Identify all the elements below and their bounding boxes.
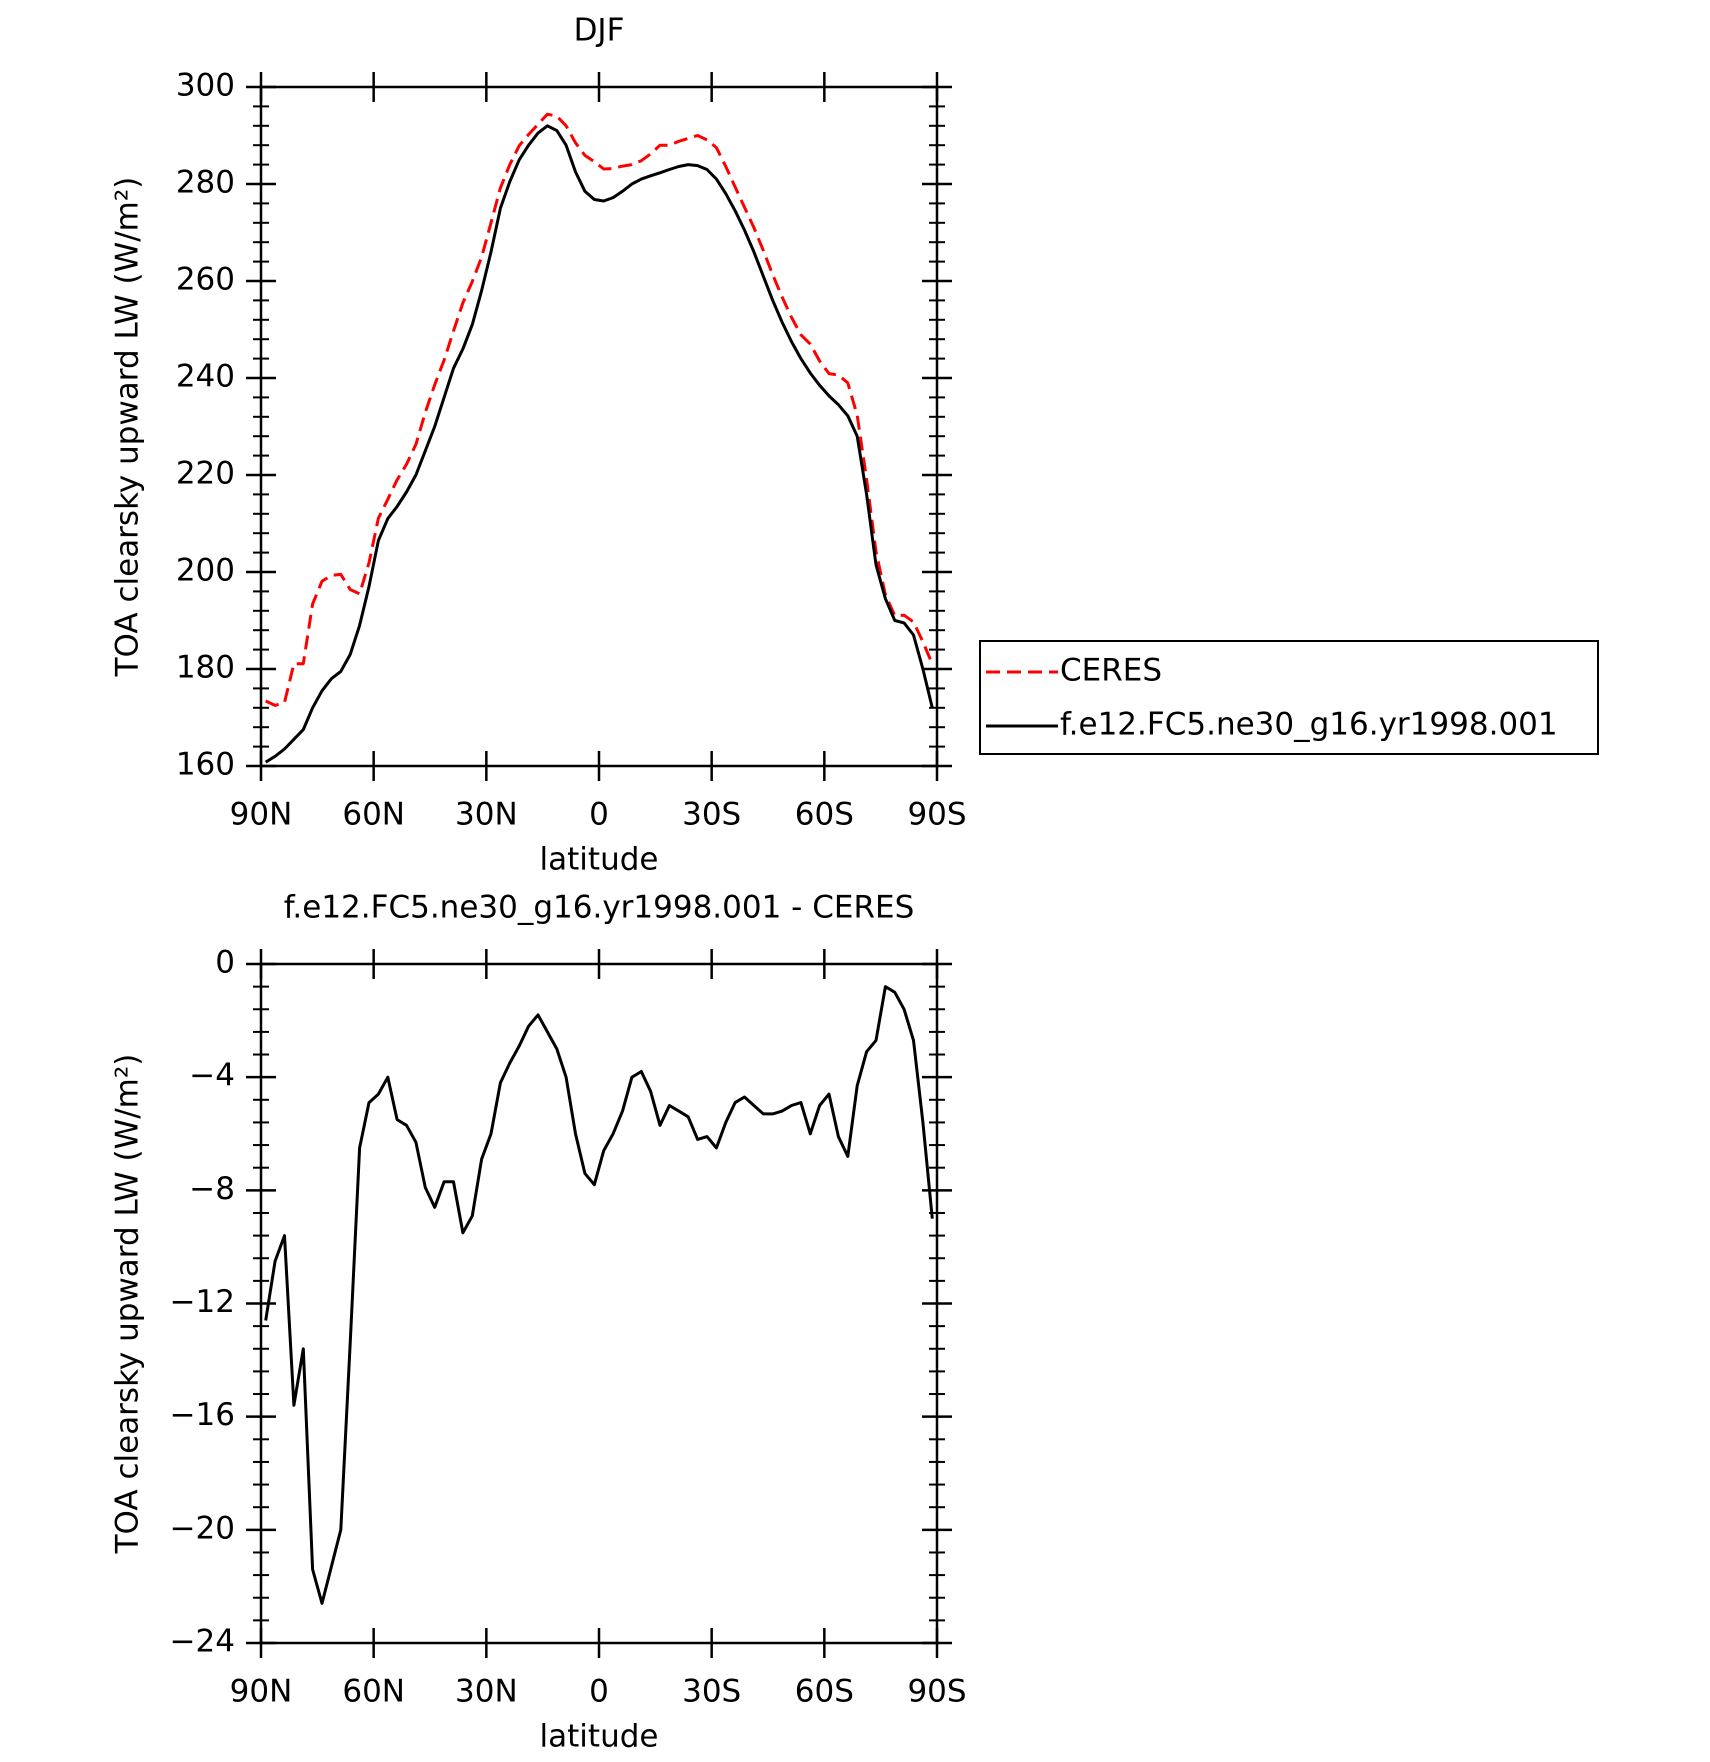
y-tick-label: 260 (176, 262, 235, 298)
x-tick-label: 60S (795, 797, 854, 833)
plot-frame (259, 962, 939, 1645)
legend-label: CERES (1060, 653, 1162, 689)
x-tick-label: 30S (682, 797, 741, 833)
x-tick-label: 60S (795, 1674, 854, 1710)
x-tick-label: 60N (342, 797, 405, 833)
legend-label: f.e12.FC5.ne30_g16.yr1998.001 (1060, 707, 1558, 743)
x-tick-label: 90N (230, 797, 293, 833)
legend-box (979, 640, 1599, 755)
y-tick-label: 300 (176, 68, 235, 104)
x-tick-label: 60N (342, 1674, 405, 1710)
plot-frame (259, 85, 939, 768)
y-tick-label: −4 (189, 1058, 235, 1094)
y-tick-label: −12 (170, 1284, 235, 1320)
y-axis-label: TOA clearsky upward LW (W/m²) (110, 1054, 146, 1555)
y-tick-label: 0 (215, 945, 235, 981)
x-tick-label: 90N (230, 1674, 293, 1710)
y-tick-label: 280 (176, 165, 235, 201)
x-tick-label: 0 (589, 797, 609, 833)
data-line (264, 985, 934, 1605)
x-tick-label: 90S (907, 1674, 966, 1710)
x-tick-label: 0 (589, 1674, 609, 1710)
x-tick-label: 30N (455, 797, 518, 833)
y-tick-label: −20 (170, 1510, 235, 1546)
y-tick-label: 180 (176, 650, 235, 686)
y-tick-label: 160 (176, 747, 235, 783)
x-tick-label: 30S (682, 1674, 741, 1710)
x-axis-label: latitude (540, 842, 659, 878)
y-tick-label: −24 (170, 1624, 235, 1660)
data-line (264, 124, 934, 764)
y-tick-label: 220 (176, 456, 235, 492)
x-tick-label: 90S (907, 797, 966, 833)
x-tick-label: 30N (455, 1674, 518, 1710)
y-tick-label: 200 (176, 553, 235, 589)
x-axis-label: latitude (540, 1719, 659, 1755)
y-tick-label: −8 (189, 1171, 235, 1207)
y-axis-label: TOA clearsky upward LW (W/m²) (110, 177, 146, 678)
chart-title: DJF (574, 13, 625, 49)
y-tick-label: 240 (176, 359, 235, 395)
chart-title: f.e12.FC5.ne30_g16.yr1998.001 - CERES (284, 890, 915, 926)
y-tick-label: −16 (170, 1397, 235, 1433)
data-line (265, 112, 934, 707)
